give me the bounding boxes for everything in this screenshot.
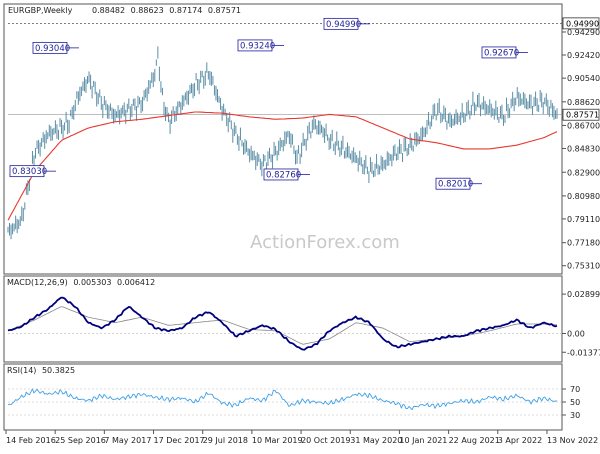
svg-text:MACD(12,26,9) 0.005303: MACD(12,26,9) 0.005303 0.006412	[7, 278, 155, 287]
price-callout-label: 0.83030	[12, 167, 47, 177]
x-tick-label: 31 May 2020	[350, 436, 402, 445]
reference-level-flag	[562, 17, 600, 30]
rsi-value: 50.3825	[42, 366, 75, 375]
price-ytick-label: 0.84830	[567, 144, 600, 153]
svg-text:RSI(14) 50.3825: RSI(14) 50.3825	[7, 366, 75, 375]
price-ytick-label: 0.77180	[567, 239, 600, 248]
x-tick-label: 22 Aug 2021	[449, 436, 500, 445]
macd-value: 0.005303	[73, 278, 111, 287]
price-ytick-label: 0.75310	[567, 262, 600, 271]
x-tick-label: 10 Jan 2021	[399, 436, 447, 445]
price-ytick-label: 0.94290	[567, 28, 600, 37]
price-panel-title: EURGBP,Weekly	[8, 6, 73, 15]
macd-ytick-label: 0.028998	[567, 290, 600, 299]
price-ytick-label: 0.90540	[567, 74, 600, 83]
macd-ytick-label: 0.00	[567, 330, 585, 339]
x-tick-label: 13 Nov 2022	[547, 436, 598, 445]
reference-level-flag-label: 0.94990	[566, 19, 599, 28]
watermark: ActionForex.com	[250, 232, 400, 253]
price-ytick-label: 0.88620	[567, 98, 600, 107]
x-tick-label: 14 Feb 2016	[6, 436, 56, 445]
macd-panel-title: MACD(12,26,9)	[7, 278, 68, 287]
macd-panel-frame	[3, 275, 563, 363]
x-tick-label: 7 May 2017	[104, 436, 151, 445]
current-price-flag-label: 0.87571	[566, 111, 599, 120]
macd-ytick-label: -0.013779	[567, 348, 600, 357]
x-tick-label: 17 Dec 2017	[154, 436, 205, 445]
macd-line	[7, 296, 558, 351]
price-callout-label: 0.93240	[240, 41, 275, 51]
current-price-flag	[562, 108, 600, 121]
svg-text:0.88482 0.88623 0.8717: 0.88482 0.88623 0.87174 0.87571	[92, 6, 241, 15]
x-tick-label: 25 Sep 2016	[55, 436, 106, 445]
price-ytick-label: 0.92420	[567, 51, 600, 60]
price-ytick-label: 0.86700	[567, 121, 600, 130]
price-callout-label: 0.92670	[484, 48, 519, 58]
ohlc-open: 0.88482	[92, 6, 125, 15]
price-callout-label: 0.82010	[438, 180, 473, 190]
x-tick-label: 20 Oct 2019	[301, 436, 350, 445]
x-tick-label: 10 Mar 2019	[252, 436, 303, 445]
rsi-panel-title: RSI(14)	[7, 366, 36, 375]
price-callout-label: 0.94990	[326, 20, 361, 30]
macd-signal-value: 0.006412	[117, 278, 155, 287]
ohlc-low: 0.87174	[169, 6, 202, 15]
x-tick-label: 29 Jul 2018	[203, 436, 248, 445]
ohlc-close: 0.87571	[208, 6, 241, 15]
rsi-panel-frame	[3, 363, 563, 431]
rsi-ytick-label: 70	[570, 385, 580, 394]
price-callout-label: 0.82760	[266, 170, 301, 180]
moving-average-line	[7, 111, 558, 221]
x-tick-label: 3 Apr 2022	[498, 436, 542, 445]
price-ytick-label: 0.79110	[567, 215, 600, 224]
price-ytick-label: 0.82900	[567, 168, 600, 177]
rsi-line	[7, 388, 558, 411]
rsi-ytick-label: 30	[570, 411, 580, 420]
price-ytick-label: 0.80980	[567, 192, 600, 201]
ohlc-high: 0.88623	[131, 6, 164, 15]
price-panel-frame	[3, 3, 563, 275]
price-callout-label: 0.93040	[35, 44, 70, 54]
rsi-ytick-label: 50	[570, 398, 580, 407]
